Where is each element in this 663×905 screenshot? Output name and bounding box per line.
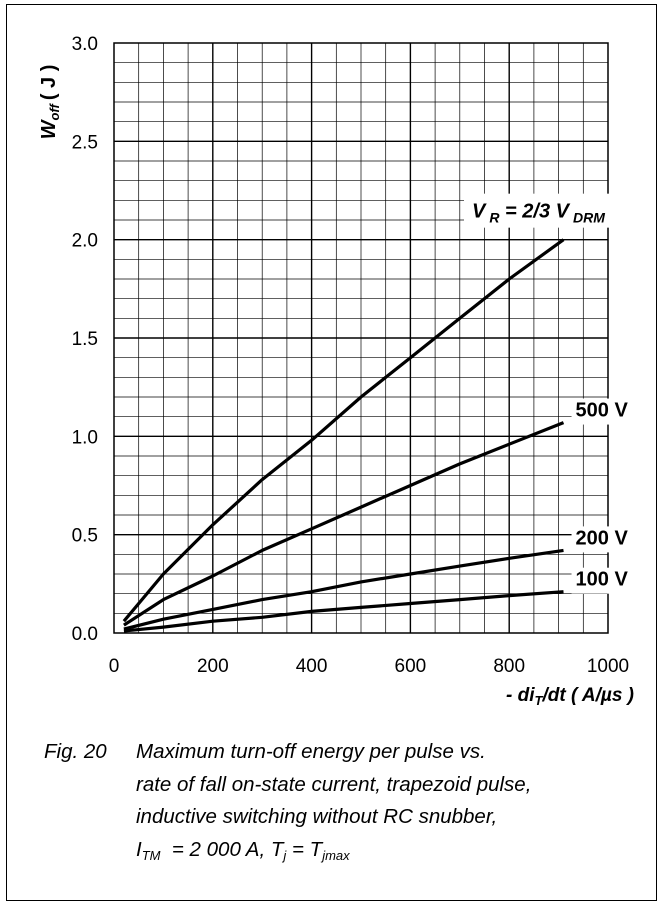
- series-line-1: [122, 238, 565, 623]
- series-line-3: [123, 548, 564, 631]
- curve-label-4: 100 V: [576, 569, 629, 591]
- series-lines: [122, 238, 565, 633]
- x-tick-label: 400: [296, 656, 328, 677]
- x-tick-label: 600: [395, 656, 427, 677]
- x-tick-label: 0: [109, 656, 120, 677]
- curve-label-bg: [571, 398, 644, 425]
- figure-caption: Fig. 20 Maximum turn-off energy per pulse…: [44, 736, 654, 866]
- tick-labels: 0 200 400 600 800 1000 0.0 0.5 1.0 1.5 2.0 2.5 3.0: [72, 34, 630, 677]
- y-tick-label: 1.0: [72, 427, 98, 448]
- y-tick-label: 2.0: [72, 231, 98, 252]
- grid: [114, 43, 608, 633]
- x-tick-label: 800: [493, 656, 525, 677]
- curve-label-bg: [571, 567, 644, 594]
- caption-fig-number: Fig. 20: [44, 740, 107, 763]
- plot-border: [113, 42, 609, 634]
- caption-line-2: rate of fall on-state current, trapezoid…: [136, 772, 532, 796]
- caption-line-1: Maximum turn-off energy per pulse vs.: [136, 740, 486, 763]
- series-line-4: [123, 590, 564, 633]
- series-line-2: [123, 421, 565, 627]
- y-tick-label: 0.5: [72, 526, 98, 547]
- y-tick-label: 0.0: [72, 624, 98, 645]
- figure-frame: [6, 4, 657, 901]
- curve-label-bg: [571, 526, 644, 553]
- x-tick-label: 200: [197, 656, 229, 677]
- x-axis-label: - diT/dt ( A/µs ): [506, 685, 634, 708]
- caption-line-3: inductive switching without RC snubber,: [136, 805, 498, 828]
- y-tick-label: 1.5: [72, 329, 98, 350]
- curve-label-2: 500 V: [576, 400, 629, 422]
- x-tick-label: 1000: [587, 656, 629, 677]
- y-axis-label: Woff( J ): [38, 65, 62, 140]
- curve-label-bg: [464, 193, 634, 228]
- curve-label-3: 200 V: [576, 527, 629, 549]
- y-tick-label: 2.5: [72, 132, 98, 153]
- caption-line-4: ITM = 2 000 A, Tj = Tjmax: [136, 837, 350, 863]
- y-tick-label: 3.0: [72, 34, 98, 55]
